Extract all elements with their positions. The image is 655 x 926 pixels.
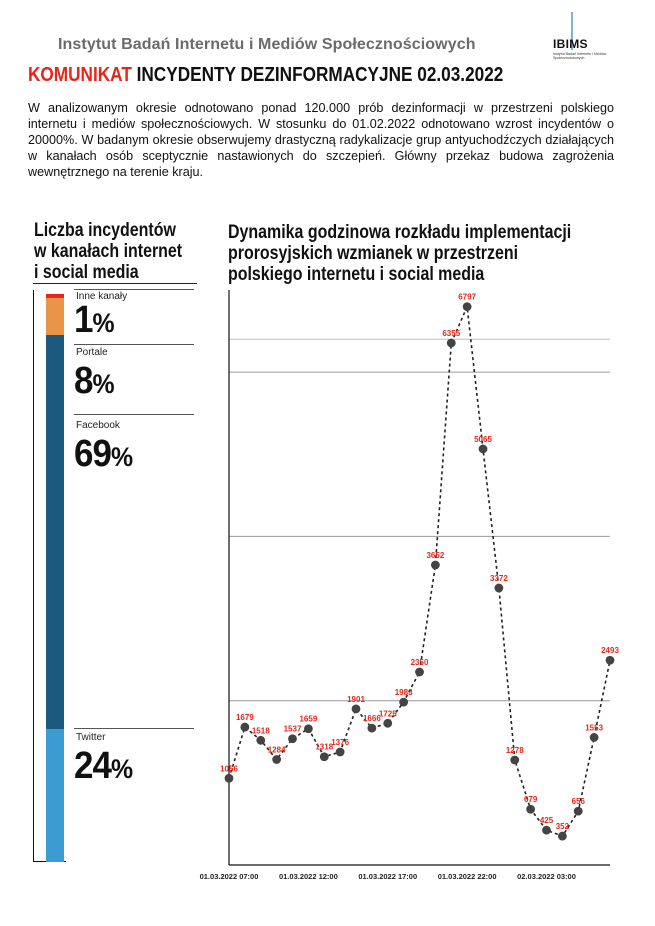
intro-paragraph: W analizowanym okresie odnotowano ponad … bbox=[28, 101, 614, 179]
data-label-1: 1679 bbox=[236, 713, 254, 722]
data-label-4: 1537 bbox=[284, 725, 302, 734]
bar-segment-inne bbox=[46, 298, 64, 335]
bar-segment-portale-facebook bbox=[46, 335, 64, 729]
x-tick-label-0: 01.03.2022 07:00 bbox=[200, 872, 259, 881]
separator-twitter bbox=[74, 728, 194, 729]
stacked-chart-title: Liczba incydentów w kanałach internet i … bbox=[34, 220, 183, 283]
data-point-2 bbox=[256, 735, 266, 745]
data-label-9: 1666 bbox=[363, 714, 381, 723]
data-label-3: 1284 bbox=[268, 746, 286, 755]
data-point-12 bbox=[415, 667, 424, 677]
data-label-5: 1659 bbox=[299, 715, 317, 724]
stacked-chart-axis bbox=[33, 290, 34, 862]
organization-name: Instytut Badań Internetu i Mediów Społec… bbox=[58, 36, 476, 53]
separator-portale bbox=[74, 344, 194, 345]
title-text: INCYDENTY DEZINFORMACYJNE 02.03.2022 bbox=[131, 64, 504, 86]
data-label-16: 5065 bbox=[474, 435, 492, 444]
series-line bbox=[228, 303, 611, 838]
data-point-1 bbox=[240, 722, 250, 732]
value-facebook-number: 69 bbox=[74, 433, 112, 475]
separator-inne bbox=[74, 289, 194, 290]
data-label-13: 3652 bbox=[426, 551, 444, 560]
value-portale-percent: % bbox=[92, 369, 115, 399]
logo-subtitle: Instytut Badań Internetu i Mediów Społec… bbox=[553, 52, 607, 61]
data-point-0 bbox=[224, 773, 234, 783]
page-title: KOMUNIKAT INCYDENTY DEZINFORMACYJNE 02.0… bbox=[28, 64, 503, 87]
data-label-14: 6355 bbox=[442, 329, 460, 338]
data-point-19 bbox=[526, 804, 536, 814]
value-twitter-number: 24 bbox=[74, 745, 112, 787]
data-label-0: 1056 bbox=[220, 764, 238, 773]
value-twitter: 24% bbox=[74, 745, 133, 788]
data-point-18 bbox=[510, 755, 520, 765]
data-label-20: 425 bbox=[540, 816, 554, 825]
title-prefix: KOMUNIKAT bbox=[28, 64, 132, 86]
data-point-16 bbox=[478, 444, 488, 454]
data-label-2: 1518 bbox=[252, 726, 270, 735]
data-point-3 bbox=[272, 755, 282, 764]
logo-divider bbox=[571, 12, 573, 50]
data-label-23: 1553 bbox=[585, 723, 603, 732]
value-portale: 8% bbox=[74, 360, 115, 403]
data-point-6 bbox=[319, 752, 329, 762]
data-label-6: 1318 bbox=[315, 743, 333, 752]
value-facebook: 69% bbox=[74, 433, 133, 476]
value-inne-number: 1 bbox=[74, 299, 93, 341]
data-label-18: 1278 bbox=[506, 746, 524, 755]
label-facebook: Facebook bbox=[76, 420, 120, 431]
data-point-15 bbox=[462, 302, 472, 312]
value-inne: 1% bbox=[74, 299, 115, 342]
data-point-20 bbox=[542, 825, 551, 835]
stacked-chart-title-rule bbox=[33, 283, 197, 284]
value-inne-percent: % bbox=[92, 308, 115, 338]
data-point-5 bbox=[303, 724, 313, 734]
data-label-8: 1901 bbox=[347, 695, 365, 704]
data-point-13 bbox=[430, 560, 440, 570]
data-point-17 bbox=[494, 583, 504, 593]
data-point-23 bbox=[589, 733, 599, 742]
bar-top-accent bbox=[46, 294, 64, 298]
data-point-7 bbox=[335, 747, 345, 757]
data-point-21 bbox=[557, 831, 567, 841]
value-portale-number: 8 bbox=[74, 360, 93, 402]
data-label-24: 2493 bbox=[601, 646, 619, 655]
data-point-10 bbox=[383, 718, 393, 728]
data-point-8 bbox=[351, 704, 361, 714]
data-point-11 bbox=[399, 697, 409, 707]
data-point-22 bbox=[573, 806, 583, 816]
separator-facebook bbox=[74, 414, 194, 415]
data-point-24 bbox=[605, 655, 615, 665]
data-label-11: 1983 bbox=[395, 688, 413, 697]
bar-segment-twitter bbox=[46, 729, 64, 862]
data-label-22: 656 bbox=[572, 797, 586, 806]
data-label-21: 352 bbox=[556, 822, 570, 831]
x-tick-label-4: 02.03.2022 03:00 bbox=[517, 872, 576, 881]
x-tick-label-2: 01.03.2022 17:00 bbox=[358, 872, 417, 881]
label-twitter: Twitter bbox=[76, 732, 106, 743]
line-chart-title: Dynamika godzinowa rozkładu implementacj… bbox=[228, 222, 572, 285]
logo: IBIMS bbox=[553, 37, 588, 51]
data-label-19: 679 bbox=[524, 795, 538, 804]
x-tick-label-3: 01.03.2022 22:00 bbox=[438, 872, 497, 881]
data-label-10: 1725 bbox=[379, 709, 397, 718]
value-facebook-percent: % bbox=[111, 442, 133, 472]
data-label-7: 1376 bbox=[331, 738, 349, 747]
value-twitter-percent: % bbox=[111, 754, 133, 784]
label-inne: Inne kanały bbox=[76, 291, 128, 302]
data-label-17: 3372 bbox=[490, 574, 508, 583]
label-portale: Portale bbox=[76, 347, 108, 358]
data-point-9 bbox=[367, 723, 377, 733]
x-tick-label-1: 01.03.2022 12:00 bbox=[279, 872, 338, 881]
data-point-4 bbox=[288, 734, 297, 744]
data-label-15: 6797 bbox=[458, 293, 476, 302]
data-label-12: 2350 bbox=[411, 658, 429, 667]
data-point-14 bbox=[446, 338, 456, 348]
